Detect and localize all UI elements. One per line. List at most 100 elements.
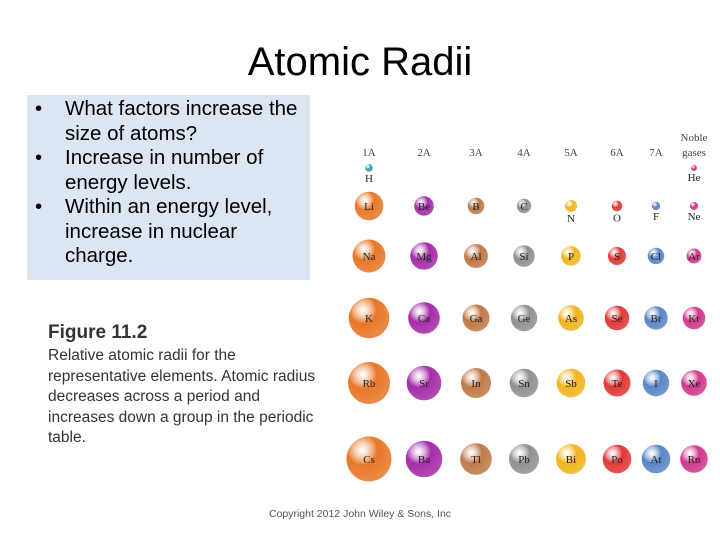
- atom-b: [467, 197, 485, 215]
- atom-h: [365, 164, 373, 172]
- atom-be: [414, 196, 434, 216]
- atom-he: [691, 165, 697, 171]
- atom-cs: [346, 436, 392, 482]
- element-symbol-in: In: [471, 378, 481, 390]
- atom-te: [603, 369, 631, 397]
- bullet-item: Within an energy level, increase in nucl…: [35, 195, 304, 269]
- element-symbol-cs: Cs: [363, 454, 375, 466]
- atomic-radii-figure: 1A 2A 3A 4A 5A 6A 7A Noble gases H He Li Be B C N O F Ne Na…: [346, 132, 708, 482]
- slide-title: Atomic Radii: [247, 40, 473, 84]
- atom-ne: [689, 201, 699, 211]
- figure-label: Figure 11.2: [48, 322, 148, 343]
- element-symbol-p: P: [568, 251, 574, 263]
- element-symbol-s: S: [614, 251, 620, 263]
- element-symbol-xe: Xe: [688, 378, 701, 390]
- bullet-item: What factors increase the size of atoms?: [35, 97, 304, 146]
- group-label-5a: 5A: [564, 147, 578, 159]
- atom-rb: [348, 362, 390, 404]
- element-symbol-br: Br: [651, 313, 662, 325]
- atom-ge: [510, 304, 538, 332]
- copyright-notice: Copyright 2012 John Wiley & Sons, Inc: [268, 508, 452, 520]
- atom-xe: [681, 370, 707, 396]
- bullet-list: What factors increase the size of atoms?…: [35, 97, 304, 269]
- atom-at: [641, 444, 671, 474]
- element-symbol-n: N: [567, 213, 575, 225]
- element-symbol-f: F: [653, 211, 659, 223]
- atom-sn: [509, 368, 539, 398]
- element-symbol-he: He: [688, 172, 701, 184]
- group-label-7a: 7A: [649, 147, 663, 159]
- element-symbol-ca: Ca: [418, 313, 430, 325]
- atom-bi: [556, 444, 586, 474]
- atom-na: [352, 239, 386, 273]
- element-symbol-ge: Ge: [518, 313, 531, 325]
- element-symbol-ga: Ga: [470, 313, 483, 325]
- atom-se: [604, 305, 630, 331]
- atom-as: [558, 305, 584, 331]
- element-symbol-mg: Mg: [416, 251, 432, 263]
- atom-tl: [460, 443, 492, 475]
- atom-k: [348, 297, 390, 339]
- element-symbol-sr: Sr: [419, 378, 429, 390]
- atom-po: [602, 444, 632, 474]
- element-symbol-c: C: [520, 201, 527, 213]
- atom-i: [642, 369, 670, 397]
- element-symbol-si: Si: [519, 251, 528, 263]
- atom-n: [565, 200, 577, 212]
- element-symbol-bi: Bi: [566, 454, 576, 466]
- element-symbol-se: Se: [612, 313, 623, 325]
- element-symbol-cl: Cl: [651, 251, 661, 263]
- bullet-item: Increase in number of energy levels.: [35, 146, 304, 195]
- element-symbol-tl: Tl: [471, 454, 481, 466]
- atom-o: [611, 200, 623, 212]
- element-symbol-sn: Sn: [518, 378, 530, 390]
- element-symbol-at: At: [651, 454, 662, 466]
- atom-in: [461, 368, 491, 398]
- atom-ga: [462, 304, 490, 332]
- element-symbol-be: Be: [418, 201, 430, 213]
- atom-cl: [647, 247, 665, 265]
- atom-ba: [405, 440, 443, 478]
- atom-pb: [509, 444, 539, 474]
- group-label-6a: 6A: [610, 147, 624, 159]
- element-symbol-te: Te: [612, 378, 623, 390]
- element-symbol-b: B: [472, 201, 479, 213]
- noble-gases-label: gases: [682, 147, 706, 159]
- atom-si: [513, 245, 535, 267]
- group-label-2a: 2A: [417, 147, 431, 159]
- noble-gases-label: Noble: [681, 132, 708, 144]
- element-symbol-ne: Ne: [688, 211, 701, 223]
- figure-caption: Relative atomic radii for the representa…: [48, 347, 316, 446]
- atom-ca: [408, 302, 440, 334]
- atom-br: [644, 306, 668, 330]
- figure-caption-block: Figure 11.2 Relative atomic radii for th…: [48, 322, 318, 449]
- element-symbol-rb: Rb: [363, 378, 376, 390]
- atom-sb: [556, 368, 586, 398]
- element-symbol-h: H: [365, 173, 373, 185]
- bullet-box: What factors increase the size of atoms?…: [27, 95, 310, 280]
- element-symbol-ar: Ar: [688, 251, 700, 263]
- element-symbol-li: Li: [364, 201, 374, 213]
- atom-sr: [406, 365, 442, 401]
- element-symbol-rn: Rn: [688, 454, 701, 466]
- group-label-3a: 3A: [469, 147, 483, 159]
- element-symbol-pb: Pb: [518, 454, 530, 466]
- element-symbol-po: Po: [611, 454, 623, 466]
- atom-kr: [682, 306, 706, 330]
- atom-s: [608, 247, 626, 265]
- atom-rn: [680, 445, 708, 473]
- element-symbol-i: I: [654, 378, 658, 390]
- group-label-1a: 1A: [362, 147, 376, 159]
- atom-f: [651, 201, 661, 211]
- group-label-4a: 4A: [517, 147, 531, 159]
- element-symbol-o: O: [613, 212, 621, 224]
- element-symbol-kr: Kr: [688, 313, 700, 325]
- element-symbol-k: K: [365, 313, 373, 325]
- atom-al: [464, 244, 488, 268]
- atom-li: [354, 191, 384, 221]
- element-symbol-ba: Ba: [418, 454, 430, 466]
- element-symbol-sb: Sb: [565, 378, 577, 390]
- element-symbol-al: Al: [471, 251, 482, 263]
- atom-ar: [686, 248, 702, 264]
- element-symbol-as: As: [565, 313, 577, 325]
